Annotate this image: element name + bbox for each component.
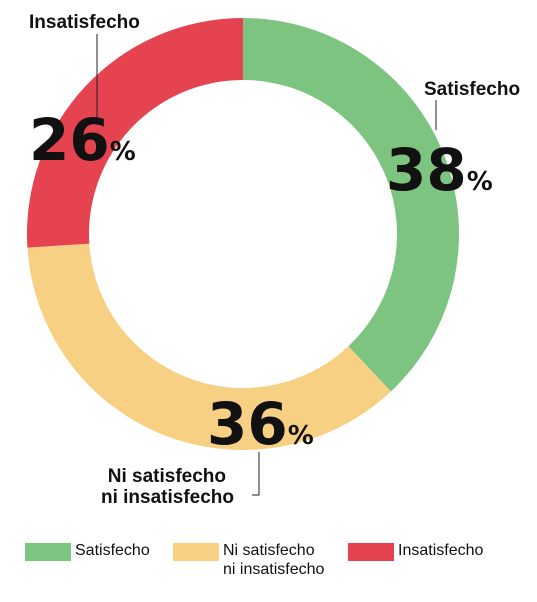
donut-slices — [26, 18, 459, 450]
donut-slice-insatisfecho — [26, 18, 243, 248]
value-label-satisfecho: 38% — [386, 136, 493, 204]
category-label-neutral-line1: Ni satisfecho — [108, 466, 226, 487]
legend-swatch-satisfecho — [25, 543, 71, 561]
legend-swatch-insatisfecho — [348, 543, 394, 561]
leader-neutral — [252, 452, 260, 496]
category-label-insatisfecho: Insatisfecho — [29, 12, 140, 33]
value-label-neutral: 36% — [207, 390, 314, 458]
legend-item-insatisfecho: Insatisfecho — [348, 541, 483, 561]
donut-slice-satisfecho — [243, 18, 459, 392]
donut-slice-ni-satisfecho-ni-insatisfecho — [27, 243, 391, 450]
category-label-satisfecho: Satisfecho — [424, 79, 520, 100]
legend-label-insatisfecho: Insatisfecho — [398, 542, 484, 559]
value-label-insatisfecho: 26% — [29, 106, 136, 174]
legend-item-neutral: Ni satisfecho ni insatisfecho — [173, 541, 324, 579]
legend-label-satisfecho: Satisfecho — [75, 542, 150, 559]
legend-label-neutral: Ni satisfecho ni insatisfecho — [223, 542, 325, 578]
category-label-neutral-line2: ni insatisfecho — [101, 487, 234, 508]
legend-swatch-neutral — [173, 543, 219, 561]
legend: Satisfecho Ni satisfecho ni insatisfecho… — [25, 541, 525, 591]
legend-item-satisfecho: Satisfecho — [25, 541, 150, 561]
